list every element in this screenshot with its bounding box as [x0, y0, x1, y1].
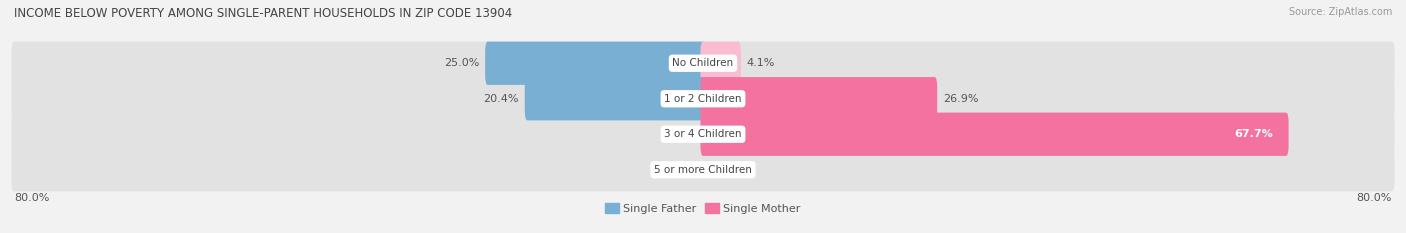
- Text: 80.0%: 80.0%: [1357, 193, 1392, 203]
- Text: INCOME BELOW POVERTY AMONG SINGLE-PARENT HOUSEHOLDS IN ZIP CODE 13904: INCOME BELOW POVERTY AMONG SINGLE-PARENT…: [14, 7, 512, 20]
- Text: 0.0%: 0.0%: [666, 129, 695, 139]
- Text: 80.0%: 80.0%: [14, 193, 49, 203]
- Legend: Single Father, Single Mother: Single Father, Single Mother: [600, 199, 806, 218]
- Text: 0.0%: 0.0%: [666, 165, 695, 175]
- FancyBboxPatch shape: [485, 41, 706, 85]
- FancyBboxPatch shape: [11, 113, 1395, 156]
- Text: 0.0%: 0.0%: [711, 165, 740, 175]
- FancyBboxPatch shape: [524, 77, 706, 120]
- FancyBboxPatch shape: [700, 113, 1289, 156]
- FancyBboxPatch shape: [700, 77, 938, 120]
- Text: 25.0%: 25.0%: [444, 58, 479, 68]
- Text: Source: ZipAtlas.com: Source: ZipAtlas.com: [1288, 7, 1392, 17]
- FancyBboxPatch shape: [11, 41, 1395, 85]
- FancyBboxPatch shape: [11, 148, 1395, 192]
- FancyBboxPatch shape: [700, 41, 741, 85]
- Text: 4.1%: 4.1%: [747, 58, 775, 68]
- FancyBboxPatch shape: [11, 77, 1395, 120]
- Text: 1 or 2 Children: 1 or 2 Children: [664, 94, 742, 104]
- Text: 67.7%: 67.7%: [1234, 129, 1272, 139]
- Text: 5 or more Children: 5 or more Children: [654, 165, 752, 175]
- Text: No Children: No Children: [672, 58, 734, 68]
- Text: 20.4%: 20.4%: [484, 94, 519, 104]
- Text: 3 or 4 Children: 3 or 4 Children: [664, 129, 742, 139]
- Text: 26.9%: 26.9%: [943, 94, 979, 104]
